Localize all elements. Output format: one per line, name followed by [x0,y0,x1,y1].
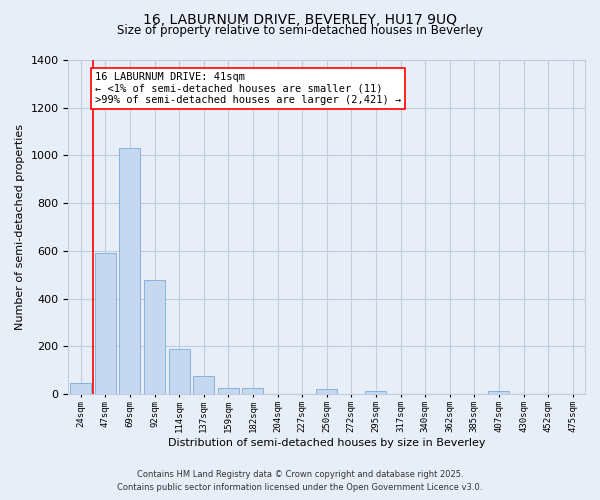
Text: Size of property relative to semi-detached houses in Beverley: Size of property relative to semi-detach… [117,24,483,37]
Text: Contains HM Land Registry data © Crown copyright and database right 2025.
Contai: Contains HM Land Registry data © Crown c… [118,470,482,492]
Bar [488,390,509,394]
Y-axis label: Number of semi-detached properties: Number of semi-detached properties [15,124,25,330]
Text: 16 LABURNUM DRIVE: 41sqm
← <1% of semi-detached houses are smaller (11)
>99% of : 16 LABURNUM DRIVE: 41sqm ← <1% of semi-d… [95,72,401,105]
Bar [365,390,386,394]
Bar [70,384,91,394]
X-axis label: Distribution of semi-detached houses by size in Beverley: Distribution of semi-detached houses by … [168,438,485,448]
Bar [119,148,140,394]
Bar [242,388,263,394]
Bar [95,254,116,394]
Bar [144,280,165,394]
Text: 16, LABURNUM DRIVE, BEVERLEY, HU17 9UQ: 16, LABURNUM DRIVE, BEVERLEY, HU17 9UQ [143,12,457,26]
Bar [316,390,337,394]
Bar [218,388,239,394]
Bar [169,349,190,394]
Bar [193,376,214,394]
